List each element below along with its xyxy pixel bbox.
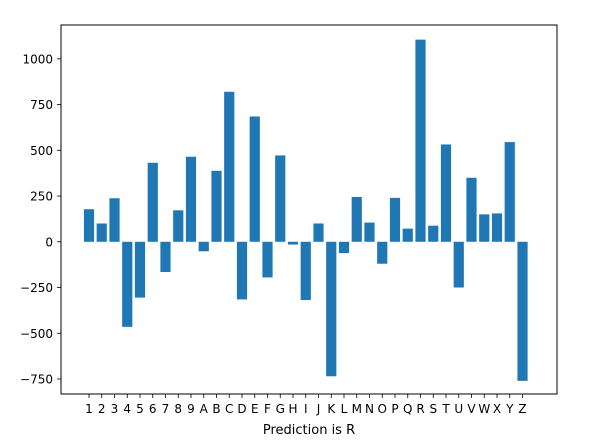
x-tick-label: X [493,402,501,416]
bar-D [236,241,248,300]
y-tick-label: 250 [30,190,53,204]
x-tick-label: 8 [174,402,182,416]
x-tick-label: R [416,402,424,416]
bar-8 [173,210,184,242]
bar-T [440,144,452,242]
bar-O [377,241,388,264]
x-tick-label: U [454,402,463,416]
bar-U [453,241,464,288]
y-tick-label: −250 [20,281,53,295]
x-tick-label: I [304,402,308,416]
plot-frame [60,24,558,395]
x-tick-label: 1 [85,402,93,416]
bar-H [287,241,299,245]
x-tick-label: A [200,402,209,416]
x-tick-label: V [467,402,476,416]
bar-P [389,197,401,242]
bar-Z [517,241,528,381]
bar-J [313,223,324,242]
bars-group [83,39,528,381]
x-tick-label: O [378,402,387,416]
y-tick-label: −500 [20,327,53,341]
x-tick-label: M [352,402,362,416]
bar-L [338,241,350,254]
x-tick-label: K [327,402,336,416]
x-tick-label: P [391,402,398,416]
bar-2 [96,223,107,242]
bar-A [198,241,209,252]
y-ticks-group: −750 −500 −250 0 250 500 750 1000 [20,52,61,386]
x-tick-label: Q [403,402,412,416]
bar-5 [134,241,146,298]
bar-6 [147,162,158,242]
x-tick-label: L [341,402,348,416]
bar-E [249,116,260,242]
x-tick-label: J [316,402,321,416]
y-tick-label: 500 [30,144,53,158]
x-tick-label: C [225,402,233,416]
x-tick-label: 9 [187,402,195,416]
bar-I [300,241,311,300]
x-tick-label: T [441,402,450,416]
y-tick-label: 1000 [22,52,53,66]
y-tick-label: 0 [45,235,53,249]
x-tick-label: N [365,402,374,416]
bar-K [326,241,337,377]
plot-area [61,25,557,394]
y-tick-label: 750 [30,98,53,112]
bar-V [466,177,477,242]
bar-F [262,241,273,278]
bar-R [415,39,426,242]
bar-X [491,213,503,242]
bar-S [428,225,439,242]
bar-Q [402,228,413,242]
bar-B [211,170,222,242]
x-tick-label: 3 [111,402,119,416]
x-tick-label: 2 [98,402,106,416]
x-tick-label: G [276,402,285,416]
x-tick-label: D [237,402,246,416]
x-axis-label: Prediction is R [263,423,355,438]
bar-G [275,155,286,242]
x-tick-label: Z [518,402,526,416]
x-tick-label: H [288,402,297,416]
bar-W [479,214,490,242]
x-tick-label: 7 [162,402,170,416]
bar-N [364,222,375,242]
x-tick-label: S [429,402,437,416]
x-tick-label: 6 [149,402,157,416]
x-tick-label: 4 [123,402,131,416]
bar-M [351,196,362,242]
bar-Y [504,142,515,242]
bar-1 [83,209,95,242]
x-tick-label: Y [505,402,514,416]
x-tick-label: E [251,402,259,416]
y-tick-label: −750 [20,372,53,386]
x-tick-label: B [212,402,220,416]
x-tick-label: W [478,402,490,416]
bar-3 [109,198,120,242]
bar-4 [122,241,133,327]
bar-C [224,91,235,242]
x-tick-label: 5 [136,402,144,416]
bar-7 [160,241,171,272]
bar-9 [185,156,197,242]
x-tick-label: F [264,402,271,416]
